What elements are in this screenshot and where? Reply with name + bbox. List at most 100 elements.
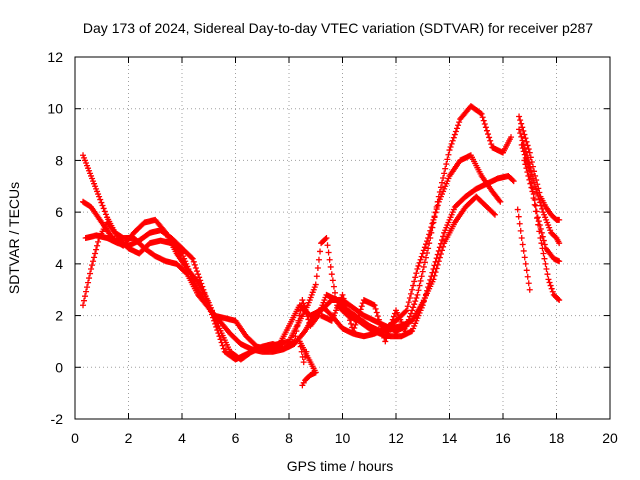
- marker: [410, 304, 417, 311]
- marker: [214, 327, 221, 334]
- marker: [437, 251, 444, 258]
- marker: [412, 274, 419, 281]
- data-point: [414, 291, 421, 298]
- marker: [93, 246, 100, 253]
- marker: [548, 285, 555, 292]
- marker: [372, 305, 379, 312]
- marker: [87, 270, 94, 277]
- data-point: [521, 131, 528, 138]
- marker: [313, 273, 320, 280]
- marker: [100, 205, 107, 212]
- marker: [534, 189, 541, 196]
- marker: [297, 307, 304, 314]
- data-point: [303, 348, 310, 355]
- marker: [433, 206, 440, 213]
- marker: [407, 310, 414, 317]
- marker: [95, 238, 102, 245]
- marker: [486, 134, 493, 141]
- marker: [325, 249, 332, 256]
- data-point: [80, 302, 87, 309]
- x-tick-label: 4: [178, 430, 186, 446]
- marker: [519, 137, 526, 144]
- marker: [477, 110, 484, 117]
- marker: [410, 282, 417, 289]
- marker: [422, 241, 429, 248]
- marker: [481, 120, 488, 127]
- marker: [91, 254, 98, 261]
- data-point: [425, 235, 432, 241]
- x-axis-label: GPS time / hours: [287, 458, 394, 474]
- marker: [358, 303, 365, 310]
- marker: [197, 277, 204, 284]
- marker: [340, 295, 347, 302]
- marker: [296, 312, 303, 319]
- marker: [84, 284, 91, 291]
- marker: [183, 270, 190, 277]
- marker: [483, 127, 490, 134]
- marker: [345, 313, 352, 320]
- marker: [411, 278, 418, 285]
- data-point: [516, 113, 523, 120]
- data-point: [556, 240, 563, 247]
- data-point: [300, 359, 307, 366]
- marker: [352, 321, 359, 328]
- marker: [422, 254, 429, 261]
- marker: [525, 172, 532, 179]
- series-late-decay: [516, 113, 563, 223]
- marker: [455, 122, 462, 129]
- data-point: [491, 211, 498, 218]
- marker: [300, 300, 307, 307]
- marker: [330, 283, 337, 290]
- marker: [356, 309, 363, 316]
- marker: [81, 297, 88, 304]
- marker: [431, 213, 438, 220]
- marker: [439, 247, 446, 254]
- x-tick-label: 10: [335, 430, 351, 446]
- marker: [379, 327, 386, 334]
- marker: [441, 170, 448, 177]
- y-tick-label: 6: [55, 204, 63, 220]
- marker: [317, 248, 324, 255]
- data-point: [518, 141, 525, 148]
- data-point: [446, 147, 453, 154]
- data-point: [339, 291, 346, 298]
- marker: [519, 145, 526, 152]
- marker: [390, 313, 397, 320]
- y-axis-label: SDTVAR / TECUs: [6, 182, 22, 294]
- marker: [326, 256, 333, 263]
- marker: [434, 261, 441, 268]
- marker: [443, 161, 450, 168]
- marker: [386, 326, 393, 333]
- x-tick-label: 0: [71, 430, 79, 446]
- marker: [303, 309, 310, 316]
- marker: [348, 320, 355, 327]
- marker: [524, 169, 531, 176]
- marker: [290, 339, 297, 346]
- marker: [416, 259, 423, 266]
- marker: [440, 175, 447, 182]
- marker: [411, 301, 418, 308]
- data-point: [478, 110, 485, 117]
- marker: [415, 287, 422, 294]
- marker: [521, 254, 528, 261]
- marker: [199, 283, 206, 290]
- data-point: [556, 216, 563, 223]
- data-point: [518, 235, 525, 241]
- data-point: [414, 266, 421, 273]
- series-hour-10-11-band: [318, 291, 410, 345]
- marker: [409, 286, 416, 293]
- marker: [374, 313, 381, 320]
- marker: [380, 331, 387, 338]
- marker: [521, 151, 528, 158]
- marker: [448, 140, 455, 147]
- marker: [496, 197, 503, 204]
- marker: [517, 117, 524, 124]
- data-point: [382, 338, 389, 345]
- data-point: [323, 235, 330, 241]
- data-point: [296, 338, 303, 345]
- marker: [520, 127, 527, 134]
- marker: [431, 272, 438, 279]
- marker: [297, 343, 304, 350]
- marker: [188, 254, 195, 261]
